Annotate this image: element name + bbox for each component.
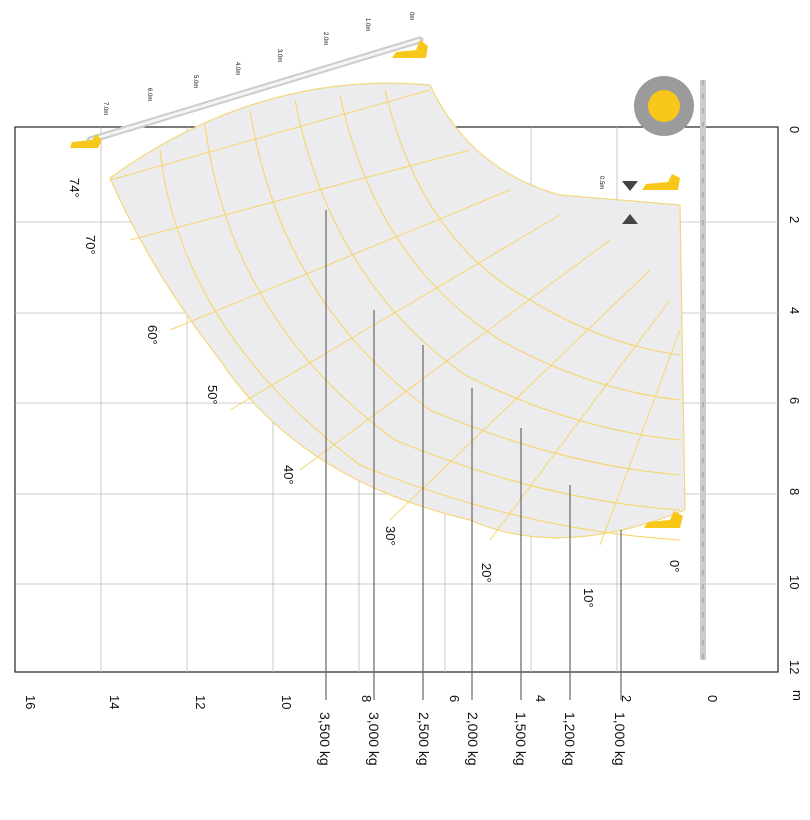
angle-ray (489, 299, 671, 541)
height-tick: 4 (533, 695, 548, 702)
reach-tick: 4 (787, 307, 802, 314)
extension-label: 2.0m (322, 32, 328, 45)
reach-tick: 10 (787, 575, 802, 589)
angle-ray (599, 329, 681, 546)
height-tick: 10 (279, 695, 294, 709)
reach-tick: 8 (787, 488, 802, 495)
extension-label: 7.0m (102, 102, 108, 115)
angle-ray (389, 269, 651, 521)
load-zone-arc (159, 149, 681, 541)
height-tick: 2 (619, 695, 634, 702)
angle-label: 10° (581, 588, 596, 608)
forks (70, 40, 683, 528)
reach-tick: 6 (787, 397, 802, 404)
height-unit: m (790, 690, 805, 701)
load-label: 2,500 kg (416, 712, 432, 766)
wheel-hub (648, 90, 680, 122)
angle-labels: 74° 70° 60° 50° 40° 30° 20° 10° 0° (67, 178, 682, 608)
angle-ray (299, 239, 611, 471)
angle-label: 0° (667, 560, 682, 572)
extension-label: 0m (408, 12, 414, 20)
height-axis: 16 14 12 10 8 6 4 2 0 m (23, 690, 805, 709)
load-zone-arc (204, 124, 681, 511)
angle-ray (109, 89, 431, 181)
load-label: 3,000 kg (366, 712, 382, 766)
vehicle-base (634, 76, 706, 660)
height-tick: 12 (193, 695, 208, 709)
load-zone-arc (339, 94, 681, 401)
marker-triangle-down (622, 181, 638, 191)
fork-mid-right (642, 174, 680, 190)
load-label: 3,500 kg (317, 712, 333, 766)
angle-label: 74° (67, 178, 82, 198)
extension-labels: 7.0m 6.0m 5.0m 4.0m 3.0m 2.0m 1.0m 0m 0.… (102, 12, 604, 189)
angle-label: 40° (281, 465, 296, 485)
reach-tick: 2 (787, 216, 802, 223)
angle-label: 60° (145, 325, 160, 345)
marker-triangle-up (622, 214, 638, 224)
boom-bar (86, 36, 424, 144)
load-labels: 3,500 kg 3,000 kg 2,500 kg 2,000 kg 1,50… (317, 712, 628, 766)
extension-label: 5.0m (192, 75, 198, 88)
small-extension-label: 0.5m (598, 176, 604, 189)
extension-label: 1.0m (364, 18, 370, 31)
boom-angle-rays (109, 89, 681, 546)
extension-label: 4.0m (234, 62, 240, 75)
angle-ray (129, 149, 471, 241)
load-zone-arc (294, 99, 681, 441)
angle-ray (229, 214, 561, 411)
angle-label: 70° (83, 235, 98, 255)
height-tick: 16 (23, 695, 38, 709)
reach-axis: 0 2 4 6 8 10 12 (787, 126, 802, 674)
load-label: 1,500 kg (513, 712, 529, 766)
boom-highlight (89, 38, 421, 142)
angle-label: 20° (479, 563, 494, 583)
height-tick: 0 (705, 695, 720, 702)
extension-label: 3.0m (276, 49, 282, 62)
height-tick: 8 (359, 695, 374, 702)
fork-bottom-right (644, 511, 683, 528)
height-tick: 6 (447, 695, 462, 702)
height-tick: 14 (107, 695, 122, 709)
extension-label: 6.0m (146, 88, 152, 101)
fork-top-left (70, 134, 102, 148)
load-label: 1,200 kg (562, 712, 578, 766)
load-lines (325, 210, 622, 700)
fork-top-right (392, 40, 428, 58)
load-label: 1,000 kg (612, 712, 628, 766)
load-label: 2,000 kg (465, 712, 481, 766)
angle-ray (169, 189, 511, 331)
angle-label: 30° (383, 526, 398, 546)
angle-label: 50° (205, 385, 220, 405)
reach-tick: 0 (787, 126, 802, 133)
reach-tick: 12 (787, 660, 802, 674)
